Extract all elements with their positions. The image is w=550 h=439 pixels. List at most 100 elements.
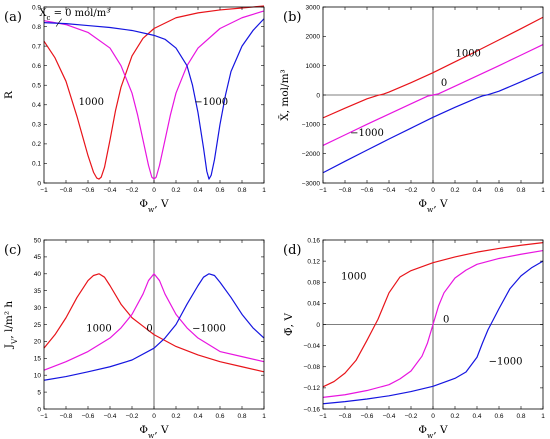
- y-tick-label: 0: [316, 92, 320, 99]
- x-tick-label: 0: [152, 187, 156, 194]
- y-axis-label: R: [3, 90, 15, 99]
- x-tick-label: −0.8: [60, 413, 73, 420]
- x-tick-label: 0: [431, 413, 435, 420]
- x-tick-label: −0.8: [60, 187, 73, 194]
- series-line-3: [43, 18, 265, 180]
- curve-annotation: 1000: [341, 272, 366, 283]
- x-tick-label: −0.6: [361, 187, 374, 194]
- y-tick-label: 3000: [306, 4, 321, 11]
- y-tick-label: 45: [34, 254, 42, 261]
- series-line-2: [322, 44, 544, 146]
- curve-annotation: −1000: [350, 128, 384, 139]
- panel-label: (a): [4, 10, 22, 25]
- panel-b: −1 −0.8 −0.6 −0.4 −0.2 0 0.2 0.4 0.6 0.8 1 −3000 −20…: [278, 4, 545, 213]
- y-tick-label: 0.16: [307, 237, 320, 244]
- y-tick-label: −0.16: [304, 406, 321, 413]
- x-tick-label: 0.8: [516, 187, 525, 194]
- series-line-3: [322, 260, 544, 405]
- x-tick-label: −0.6: [82, 187, 95, 194]
- x-tick-label: 0.6: [215, 413, 224, 420]
- y-tick-label: 2000: [306, 34, 321, 41]
- curve-annotation: 1000: [86, 323, 111, 334]
- series-line-2: [43, 273, 265, 371]
- x-tick-label: 0.8: [516, 413, 525, 420]
- x-tick-label: −1: [40, 187, 48, 194]
- y-axis-label: Φ̄, V: [283, 313, 295, 336]
- x-tick-label: 0.8: [237, 187, 246, 194]
- series-line-1: [43, 5, 265, 180]
- curve-annotation: 0: [441, 78, 447, 89]
- curve-annotation: −1000: [194, 97, 228, 108]
- series-line-2: [322, 249, 544, 398]
- panel-label: (c): [4, 243, 21, 258]
- panel-a: −1 −0.8 −0.6 −0.4 −0.2 0 0.2 0.4 0.6 0.8 1 0 0.1 0.2 0…: [3, 4, 266, 213]
- y-tick-label: 0.3: [32, 122, 41, 129]
- y-tick-label: 0: [316, 322, 320, 329]
- x-tick-label: 0: [152, 413, 156, 420]
- x-tick-label: −0.2: [126, 187, 139, 194]
- panel-c: −1 −0.8 −0.6 −0.4 −0.2 0 0.2 0.4 0.6 0.8 105101520…: [3, 237, 266, 439]
- y-tick-label: 0.8: [32, 24, 41, 31]
- x-tick-label: −0.4: [383, 187, 396, 194]
- y-tick-label: 0.1: [32, 161, 41, 168]
- curve-annotation: −1000: [489, 357, 523, 368]
- x-tick-label: 0.6: [494, 187, 503, 194]
- x-tick-label: −0.2: [405, 413, 418, 420]
- series-line-1: [43, 273, 265, 373]
- y-tick-label: 0.9: [32, 4, 41, 11]
- y-tick-label: 0: [37, 180, 41, 187]
- y-tick-label: 0.4: [32, 102, 41, 109]
- curve-annotation: Xc = 0 mol/m³: [39, 8, 110, 22]
- x-tick-label: −0.8: [339, 413, 352, 420]
- x-axis-label: Φw, V: [139, 424, 169, 439]
- y-tick-label: 50: [34, 237, 42, 244]
- curve-annotation: −1000: [192, 323, 226, 334]
- x-tick-label: 0.4: [472, 413, 481, 420]
- y-tick-label: 35: [34, 288, 42, 295]
- x-tick-label: 1: [541, 187, 545, 194]
- x-tick-label: −1: [40, 413, 48, 420]
- y-tick-label: −2000: [302, 151, 321, 158]
- curve-annotation: 0: [146, 323, 152, 334]
- series-line-1: [322, 16, 544, 119]
- y-tick-label: 25: [34, 322, 42, 329]
- panel-d: −1 −0.8 −0.6 −0.4 −0.2 0 0.2 0.4 0.6 0.8 1 −0.16 −0.…: [283, 237, 545, 439]
- x-tick-label: 0.2: [450, 413, 459, 420]
- x-tick-label: −0.4: [104, 187, 117, 194]
- y-tick-label: −0.08: [304, 364, 321, 371]
- y-tick-label: 10: [34, 373, 42, 380]
- x-tick-label: 0.2: [171, 413, 180, 420]
- x-tick-label: 0.6: [494, 413, 503, 420]
- x-tick-label: −1: [319, 187, 327, 194]
- panel-label: (d): [283, 243, 301, 258]
- x-tick-label: 0.6: [215, 187, 224, 194]
- y-tick-label: −1000: [302, 122, 321, 129]
- series-line-2: [43, 10, 265, 180]
- y-tick-label: 0: [37, 406, 41, 413]
- x-tick-label: 0.4: [193, 413, 202, 420]
- x-tick-label: 0.2: [171, 187, 180, 194]
- x-tick-label: 1: [262, 187, 266, 194]
- x-tick-label: −0.2: [405, 187, 418, 194]
- curve-annotation: 1000: [455, 48, 480, 59]
- y-axis-label: JV, l/m² h: [3, 301, 19, 350]
- y-tick-label: 0.6: [32, 63, 41, 70]
- y-tick-label: −0.04: [304, 343, 321, 350]
- x-tick-label: −0.4: [104, 413, 117, 420]
- x-tick-label: −0.6: [82, 413, 95, 420]
- annotation-leader: [55, 18, 62, 27]
- y-tick-label: −3000: [302, 180, 321, 187]
- y-tick-label: 0.2: [32, 141, 41, 148]
- y-axis-label: X̄, mol/m³: [278, 69, 291, 121]
- x-tick-label: 0.8: [237, 413, 246, 420]
- x-tick-label: 1: [262, 413, 266, 420]
- y-tick-label: −0.12: [304, 385, 321, 392]
- y-tick-label: 5: [37, 389, 41, 396]
- x-tick-label: 1: [541, 413, 545, 420]
- x-tick-label: −0.8: [339, 187, 352, 194]
- x-tick-label: 0.2: [450, 187, 459, 194]
- y-tick-label: 0.08: [307, 280, 320, 287]
- x-axis-label: Φw, V: [418, 424, 448, 439]
- x-tick-label: −0.2: [126, 413, 139, 420]
